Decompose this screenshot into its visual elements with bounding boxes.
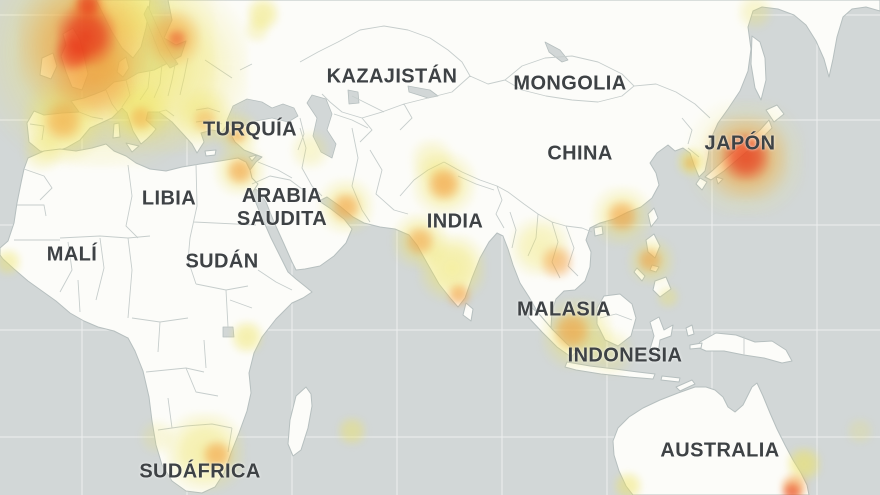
island-sardinia — [112, 122, 121, 139]
island-sakhalin — [750, 35, 767, 101]
island-halmahera — [685, 324, 695, 337]
island-madagascar — [287, 386, 313, 457]
island-seram — [689, 342, 703, 350]
island-new-guinea — [696, 332, 793, 364]
island-palawan — [633, 267, 646, 282]
island-taiwan — [647, 207, 659, 228]
island-sri-lanka — [462, 302, 474, 322]
sea-caspian — [306, 94, 337, 159]
island-mindanao — [652, 276, 672, 298]
island-hainan — [593, 225, 604, 237]
island-lesser-sunda — [660, 375, 681, 383]
island-sulawesi — [649, 316, 674, 355]
island-timor — [675, 379, 696, 392]
island-crete — [204, 149, 217, 157]
landmass-africa — [0, 143, 313, 494]
lake-victoria — [222, 326, 235, 338]
country-borders-asia — [251, 25, 745, 355]
